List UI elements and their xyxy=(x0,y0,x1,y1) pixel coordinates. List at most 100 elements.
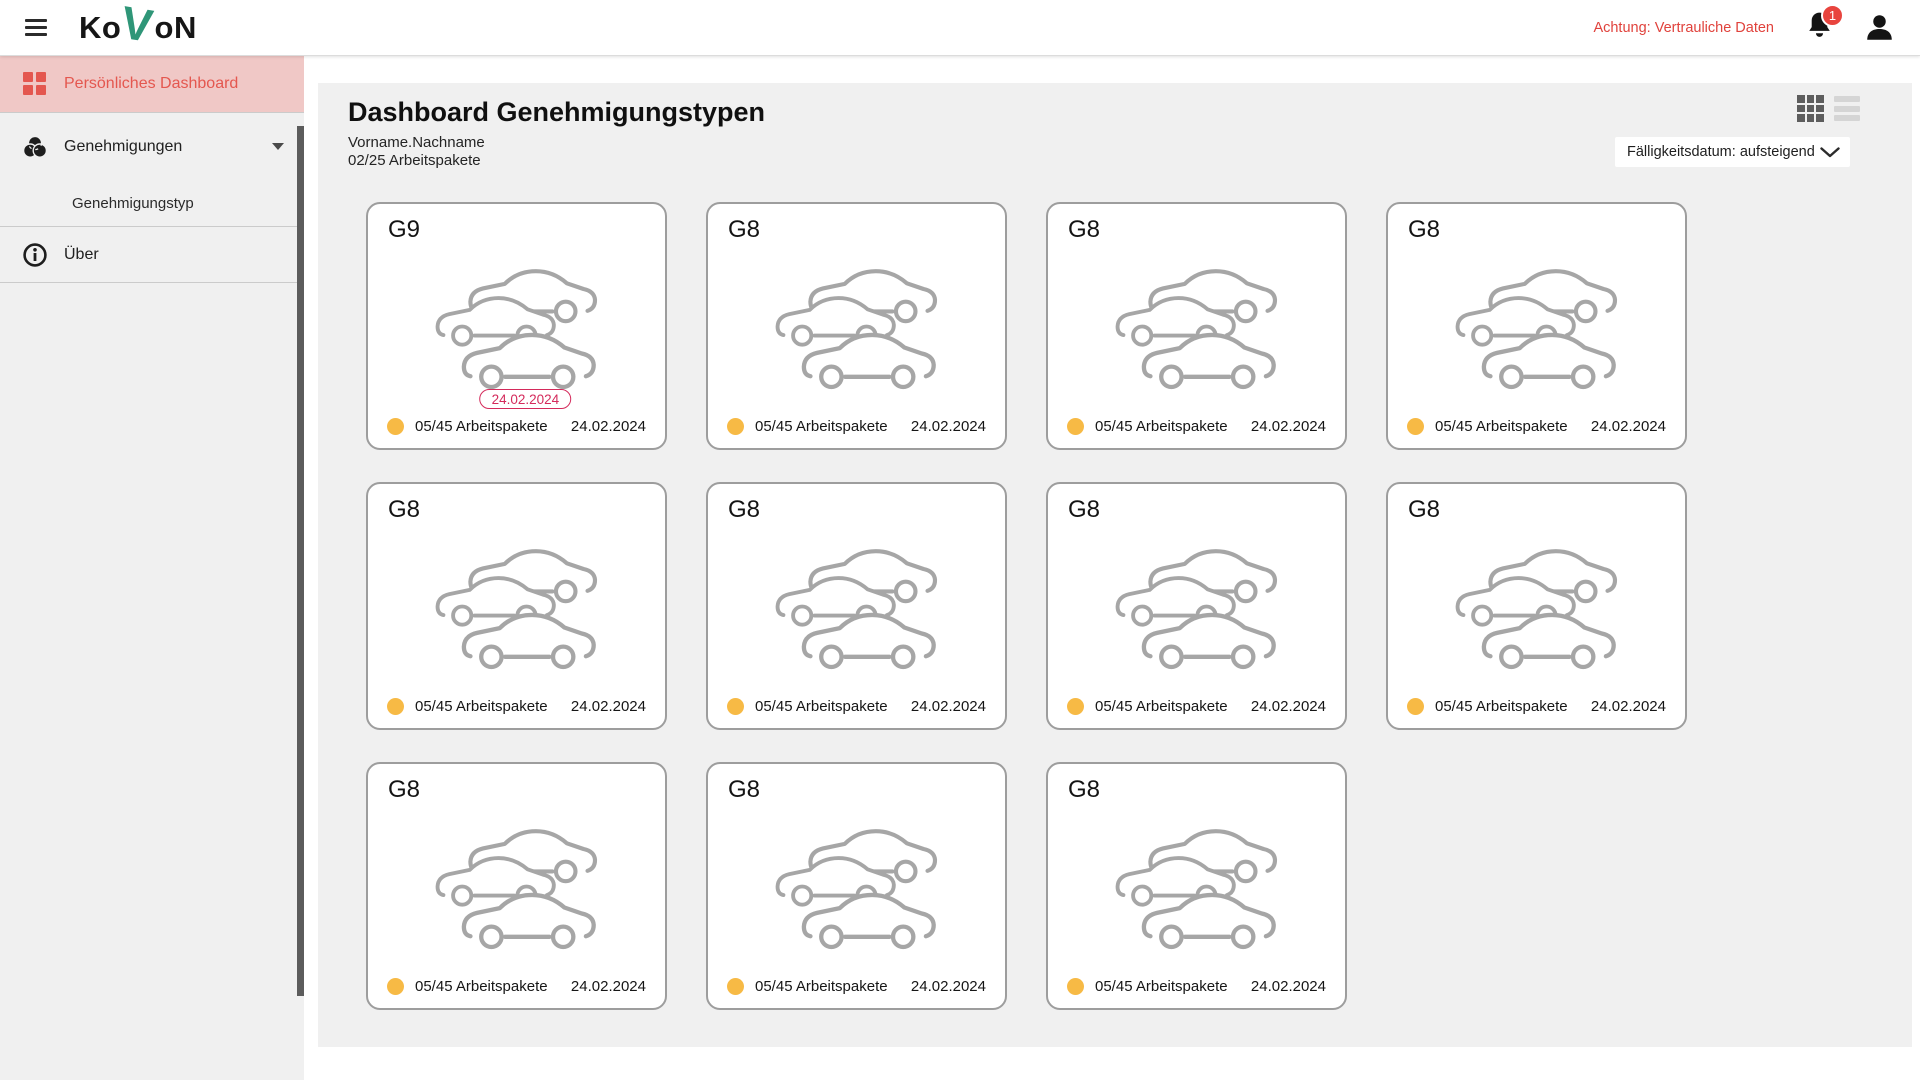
card-title: G8 xyxy=(1068,496,1101,523)
cars-fleet-icon xyxy=(1111,258,1283,392)
status-dot xyxy=(1407,418,1424,435)
approval-card[interactable]: G8 05/45 Arbeitspakete 24.02.2024 xyxy=(366,482,667,730)
sidebar-item-label: Genehmigungen xyxy=(64,137,183,155)
cars-fleet-icon xyxy=(431,258,603,392)
view-toggle xyxy=(1797,95,1860,122)
approval-card[interactable]: G8 05/45 Arbeitspakete 24.02.2024 xyxy=(1046,762,1347,1010)
sidebar-subitem-label: Genehmigungstyp xyxy=(72,194,194,212)
status-dot xyxy=(387,978,404,995)
status-dot xyxy=(727,698,744,715)
chevron-down-icon xyxy=(1820,146,1840,157)
approval-card[interactable]: G8 05/45 Arbeitspakete 24.02.2024 xyxy=(706,482,1007,730)
workpackage-count: 05/45 Arbeitspakete xyxy=(755,418,888,435)
cars-fleet-icon xyxy=(771,258,943,392)
workpackage-count: 05/45 Arbeitspakete xyxy=(755,698,888,715)
approval-card[interactable]: G8 05/45 Arbeitspakete 24.02.2024 xyxy=(1386,202,1687,450)
workpackage-count: 05/45 Arbeitspakete xyxy=(415,418,548,435)
workpackage-count: 05/45 Arbeitspakete xyxy=(1095,978,1228,995)
workpackage-count: 05/45 Arbeitspakete xyxy=(1435,418,1568,435)
sidebar-item-label: Über xyxy=(64,245,99,263)
status-dot xyxy=(1067,698,1084,715)
cars-fleet-icon xyxy=(771,818,943,952)
top-bar: Ko V oN Achtung: Vertrauliche Daten 1 xyxy=(0,0,1920,56)
venn-icon xyxy=(22,134,48,160)
approval-card[interactable]: G8 05/45 Arbeitspakete 24.02.2024 xyxy=(706,762,1007,1010)
cars-fleet-icon xyxy=(1451,258,1623,392)
cars-fleet-icon xyxy=(431,818,603,952)
sidebar-item-ueber[interactable]: Über xyxy=(0,227,304,283)
card-title: G8 xyxy=(728,776,761,803)
sort-dropdown[interactable]: Fälligkeitsdatum: aufsteigend xyxy=(1615,137,1850,167)
card-title: G8 xyxy=(1068,776,1101,803)
workpackage-count: 05/45 Arbeitspakete xyxy=(415,698,548,715)
card-title: G8 xyxy=(388,496,421,523)
notification-count-badge: 1 xyxy=(1821,3,1844,27)
logo-check-letter: V xyxy=(118,0,158,52)
card-title: G8 xyxy=(1408,496,1441,523)
workpackage-count: 05/45 Arbeitspakete xyxy=(1095,418,1228,435)
status-dot xyxy=(387,418,404,435)
approval-card[interactable]: G8 05/45 Arbeitspakete 24.02.2024 xyxy=(1386,482,1687,730)
status-dot xyxy=(727,418,744,435)
card-title: G8 xyxy=(1068,216,1101,243)
dashboard-icon xyxy=(22,72,48,96)
card-due-date: 24.02.2024 xyxy=(1590,418,1666,435)
sort-dropdown-value: Fälligkeitsdatum: aufsteigend xyxy=(1627,144,1815,160)
card-due-date: 24.02.2024 xyxy=(1250,978,1326,995)
chevron-down-icon[interactable] xyxy=(272,143,284,150)
cars-fleet-icon xyxy=(1111,538,1283,672)
card-due-date: 24.02.2024 xyxy=(910,418,986,435)
user-name: Vorname.Nachname xyxy=(348,134,485,151)
status-dot xyxy=(727,978,744,995)
card-title: G8 xyxy=(728,496,761,523)
approval-card[interactable]: G8 05/45 Arbeitspakete 24.02.2024 xyxy=(1046,482,1347,730)
due-date-badge: 24.02.2024 xyxy=(479,389,572,409)
sidebar-scrollbar[interactable] xyxy=(297,126,304,996)
card-title: G8 xyxy=(728,216,761,243)
card-due-date: 24.02.2024 xyxy=(570,418,646,435)
cars-fleet-icon xyxy=(1111,818,1283,952)
approval-card[interactable]: G8 05/45 Arbeitspakete 24.02.2024 xyxy=(1046,202,1347,450)
status-dot xyxy=(1407,698,1424,715)
approval-card[interactable]: G9 24.02.2024 05/45 Arbeitspakete 24.02.… xyxy=(366,202,667,450)
menu-icon[interactable] xyxy=(25,19,47,36)
app-logo[interactable]: Ko V oN xyxy=(79,0,197,52)
card-due-date: 24.02.2024 xyxy=(570,698,646,715)
card-due-date: 24.02.2024 xyxy=(1590,698,1666,715)
card-due-date: 24.02.2024 xyxy=(570,978,646,995)
approval-card[interactable]: G8 05/45 Arbeitspakete 24.02.2024 xyxy=(366,762,667,1010)
notifications-button[interactable]: 1 xyxy=(1806,3,1844,45)
card-due-date: 24.02.2024 xyxy=(1250,418,1326,435)
sidebar-item-genehmigungstyp[interactable]: Genehmigungstyp xyxy=(0,180,304,227)
sidebar: Persönliches Dashboard Genehmigungen Gen… xyxy=(0,56,304,1080)
info-icon xyxy=(22,242,48,268)
card-due-date: 24.02.2024 xyxy=(1250,698,1326,715)
approval-card[interactable]: G8 05/45 Arbeitspakete 24.02.2024 xyxy=(706,202,1007,450)
card-title: G8 xyxy=(388,776,421,803)
workpackage-count: 05/45 Arbeitspakete xyxy=(415,978,548,995)
workpackage-count: 05/45 Arbeitspakete xyxy=(1435,698,1568,715)
workpackage-count: 05/45 Arbeitspakete xyxy=(1095,698,1228,715)
sidebar-item-personal-dashboard[interactable]: Persönliches Dashboard xyxy=(0,56,304,113)
status-dot xyxy=(387,698,404,715)
workpackage-summary: 02/25 Arbeitspakete xyxy=(348,151,481,169)
page-title: Dashboard Genehmigungstypen xyxy=(348,97,766,127)
card-title: G9 xyxy=(388,216,421,243)
cards-grid: G9 24.02.2024 05/45 Arbeitspakete 24.02.… xyxy=(366,202,1687,1010)
list-view-icon[interactable] xyxy=(1834,96,1860,122)
logo-text-suffix: oN xyxy=(154,9,197,45)
sidebar-item-genehmigungen[interactable]: Genehmigungen xyxy=(0,113,304,180)
cars-fleet-icon xyxy=(431,538,603,672)
cars-fleet-icon xyxy=(1451,538,1623,672)
workpackage-count: 05/45 Arbeitspakete xyxy=(755,978,888,995)
grid-view-icon[interactable] xyxy=(1797,95,1824,122)
status-dot xyxy=(1067,978,1084,995)
card-due-date: 24.02.2024 xyxy=(910,698,986,715)
logo-text-prefix: Ko xyxy=(79,9,122,45)
card-due-date: 24.02.2024 xyxy=(910,978,986,995)
card-title: G8 xyxy=(1408,216,1441,243)
cars-fleet-icon xyxy=(771,538,943,672)
user-avatar-icon[interactable] xyxy=(1865,13,1894,42)
confidential-warning-text: Achtung: Vertrauliche Daten xyxy=(1593,19,1774,36)
status-dot xyxy=(1067,418,1084,435)
